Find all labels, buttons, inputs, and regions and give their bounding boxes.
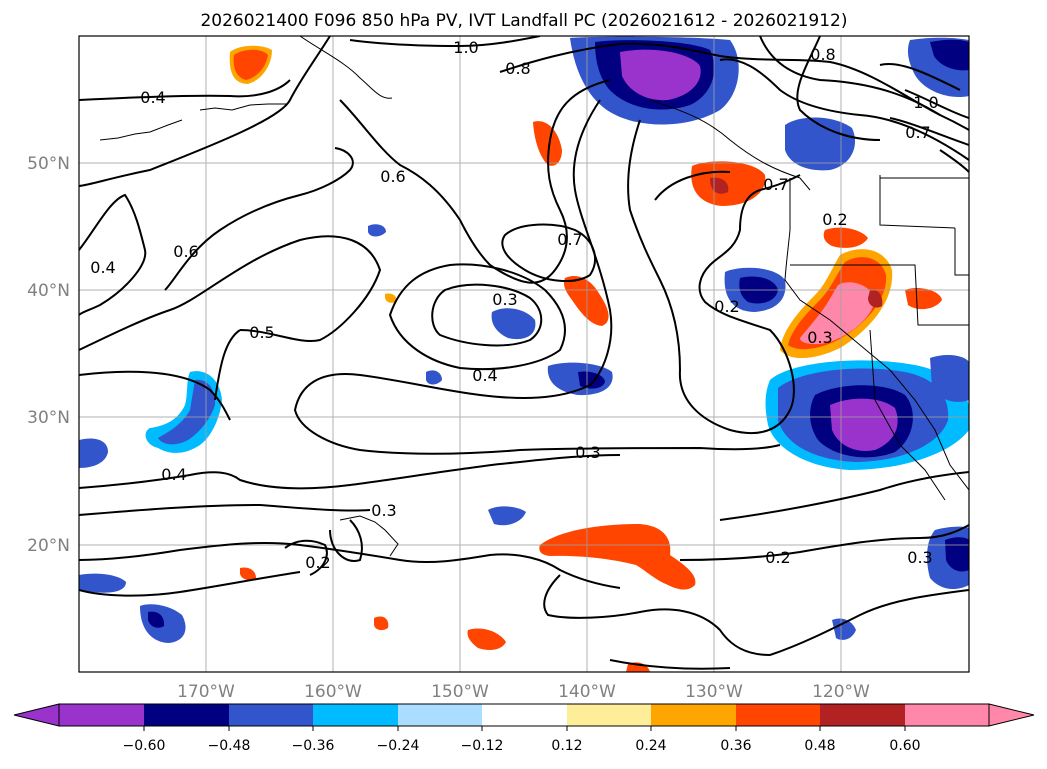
colorbar-extend-min xyxy=(13,703,60,727)
colorbar-segment xyxy=(651,704,736,726)
lon-label: 170°W xyxy=(177,682,235,702)
contour-label: 0.2 xyxy=(822,210,847,229)
coastlines xyxy=(99,36,969,557)
contour-label: 1.0 xyxy=(453,38,478,57)
latitude-labels: 50°N 40°N 30°N 20°N xyxy=(27,154,70,556)
colorbar-extend-max xyxy=(988,703,1035,727)
contour-label: 0.5 xyxy=(249,323,274,342)
lat-label: 30°N xyxy=(27,408,70,428)
colorbar-tick-label: −0.12 xyxy=(461,738,504,754)
contour-label: 0.7 xyxy=(763,175,788,194)
colorbar-segment xyxy=(229,704,313,726)
lat-label: 50°N xyxy=(27,154,70,174)
contour-label: 0.2 xyxy=(714,297,739,316)
colorbar-tick-label: 0.60 xyxy=(889,738,920,754)
lat-label: 20°N xyxy=(27,536,70,556)
colorbar-tick-label: 0.24 xyxy=(635,738,666,754)
map-frame xyxy=(78,35,970,673)
contour-label: 0.8 xyxy=(505,59,530,78)
colorbar-segment xyxy=(398,704,482,726)
contour-label: 0.6 xyxy=(380,167,405,186)
colorbar-tick-label: 0.36 xyxy=(720,738,751,754)
contour-label: 1.0 xyxy=(913,93,938,112)
colorbar-segment xyxy=(736,704,820,726)
lon-label: 130°W xyxy=(685,682,743,702)
contour-label: 0.2 xyxy=(765,548,790,567)
colorbar-segment xyxy=(313,704,398,726)
colorbar-tick-label: −0.36 xyxy=(292,738,335,754)
lon-label: 140°W xyxy=(558,682,616,702)
lon-label: 160°W xyxy=(304,682,362,702)
map-panel: 0.4 1.0 0.8 0.8 1.0 0.7 0.6 0.6 0.4 0.7 … xyxy=(79,36,969,672)
colorbar-tick-label: −0.24 xyxy=(377,738,420,754)
contour-labels: 0.4 1.0 0.8 0.8 1.0 0.7 0.6 0.6 0.4 0.7 … xyxy=(90,38,938,572)
contour-label: 0.4 xyxy=(140,88,165,107)
colorbar-segment xyxy=(567,704,651,726)
lat-label: 40°N xyxy=(27,281,70,301)
longitude-labels: 170°W 160°W 150°W 140°W 130°W 120°W xyxy=(177,682,870,702)
lon-label: 150°W xyxy=(431,682,489,702)
pv-negative-shading xyxy=(79,36,969,643)
contour-label: 0.3 xyxy=(575,443,600,462)
colorbar-segment xyxy=(905,704,989,726)
contour-label: 0.8 xyxy=(810,45,835,64)
colorbar-tick-label: −0.48 xyxy=(208,738,251,754)
pv-contours xyxy=(79,36,969,670)
colorbar-segment xyxy=(59,704,144,726)
colorbar-tick-label: 0.12 xyxy=(551,738,582,754)
colorbar-segment xyxy=(144,704,229,726)
contour-label: 0.7 xyxy=(557,230,582,249)
lon-label: 120°W xyxy=(812,682,870,702)
contour-label: 0.4 xyxy=(472,366,497,385)
colorbar-segment xyxy=(482,704,567,726)
contour-label: 0.3 xyxy=(492,290,517,309)
colorbar-tick-label: 0.48 xyxy=(804,738,835,754)
contour-label: 0.3 xyxy=(371,501,396,520)
contour-label: 0.6 xyxy=(173,242,198,261)
contour-label: 0.3 xyxy=(807,328,832,347)
contour-label: 0.2 xyxy=(305,553,330,572)
contour-label: 0.4 xyxy=(90,258,115,277)
colorbar: −0.60 −0.48 −0.36 −0.24 −0.12 0.12 0.24 … xyxy=(13,703,1035,754)
map-title: 2026021400 F096 850 hPa PV, IVT Landfall… xyxy=(200,11,847,31)
colorbar-segment xyxy=(820,704,905,726)
pv-positive-shading xyxy=(229,45,942,672)
contour-label: 0.4 xyxy=(161,465,186,484)
contour-label: 0.3 xyxy=(907,548,932,567)
contour-label: 0.7 xyxy=(905,123,930,142)
colorbar-tick-label: −0.60 xyxy=(123,738,166,754)
